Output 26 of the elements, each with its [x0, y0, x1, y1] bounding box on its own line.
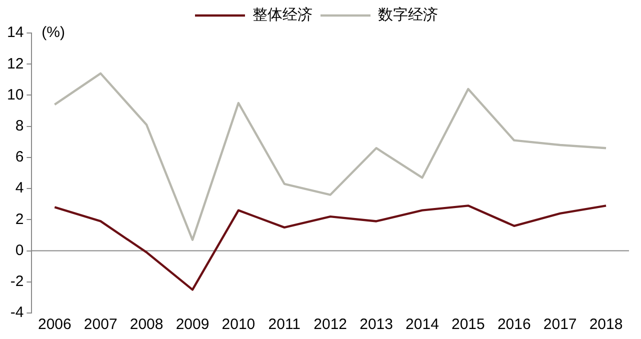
x-tick-label: 2009: [176, 316, 210, 334]
x-tick-label: 2013: [360, 316, 393, 334]
y-tick-label: 6: [15, 148, 24, 166]
y-tick-label: -2: [10, 273, 24, 290]
x-tick-label: 2015: [451, 316, 485, 334]
y-tick-label: 8: [15, 117, 24, 134]
y-tick-label: 2: [15, 210, 24, 228]
x-tick-label: 2018: [589, 316, 623, 334]
x-tick-label: 2016: [497, 316, 531, 334]
y-tick-label: -4: [10, 304, 24, 322]
y-tick-label: 4: [15, 180, 24, 197]
y-axis-title: (%): [42, 24, 66, 42]
x-tick-label: 2010: [222, 316, 256, 334]
x-tick-label: 2006: [38, 316, 72, 334]
y-tick-label: 10: [6, 86, 24, 104]
legend-label: 整体经济: [252, 6, 312, 24]
x-tick-label: 2012: [314, 316, 348, 334]
y-tick-label: 14: [6, 24, 24, 42]
x-tick-label: 2017: [543, 316, 577, 334]
x-tick-label: 2011: [268, 316, 301, 334]
x-tick-label: 2007: [84, 316, 118, 334]
y-tick-label: 12: [6, 55, 24, 72]
legend-label: 数字经济: [378, 6, 438, 24]
y-tick-label: 0: [15, 242, 24, 259]
x-tick-label: 2014: [406, 316, 439, 334]
x-tick-label: 2008: [130, 316, 164, 334]
